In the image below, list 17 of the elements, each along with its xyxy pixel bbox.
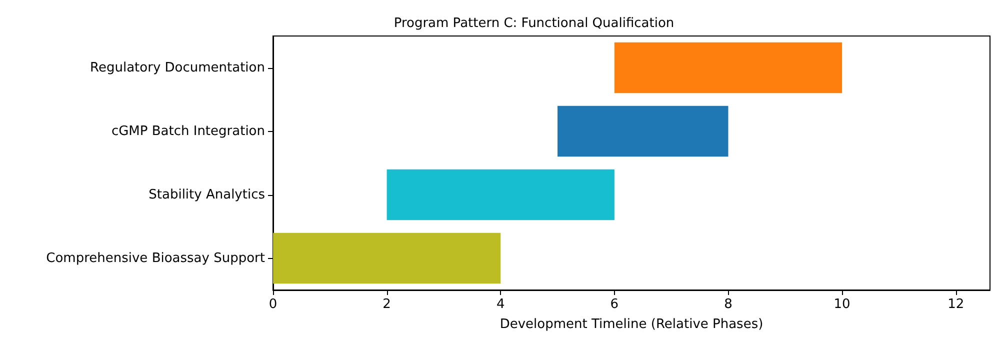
- x-tick-label: 10: [834, 297, 850, 312]
- x-tick-label: 4: [496, 297, 505, 312]
- bar: [558, 106, 728, 157]
- x-tick-label: 0: [268, 297, 278, 312]
- bar: [386, 169, 614, 220]
- x-tick-label: 8: [724, 297, 732, 312]
- y-tick-label: Comprehensive Bioassay Support: [46, 250, 265, 266]
- x-axis-title: Development Timeline (Relative Phases): [500, 317, 764, 332]
- y-tick-label: Stability Analytics: [148, 187, 266, 202]
- bar: [614, 42, 842, 94]
- x-tick-label: 6: [610, 297, 619, 312]
- chart-title: Program Pattern C: Functional Qualification: [394, 16, 674, 31]
- x-tick-label: 12: [948, 297, 964, 312]
- x-tick-label: 2: [382, 297, 391, 312]
- bar: [273, 232, 501, 284]
- y-tick-label: Regulatory Documentation: [90, 60, 265, 76]
- y-tick-label: cGMP Batch Integration: [111, 124, 265, 139]
